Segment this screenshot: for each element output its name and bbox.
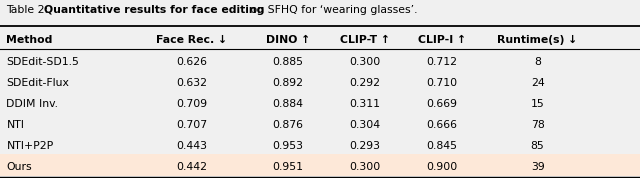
Text: NTI: NTI xyxy=(6,120,24,130)
Text: 0.669: 0.669 xyxy=(426,99,457,109)
Text: CLIP-I ↑: CLIP-I ↑ xyxy=(417,35,466,45)
Text: 0.304: 0.304 xyxy=(349,120,380,130)
Text: 0.292: 0.292 xyxy=(349,78,380,88)
Text: 78: 78 xyxy=(531,120,545,130)
Text: 0.884: 0.884 xyxy=(273,99,303,109)
Text: Table 2:: Table 2: xyxy=(6,5,52,15)
Text: 0.710: 0.710 xyxy=(426,78,457,88)
Text: 0.293: 0.293 xyxy=(349,141,380,151)
FancyBboxPatch shape xyxy=(0,154,640,176)
Text: DINO ↑: DINO ↑ xyxy=(266,35,310,45)
Text: 0.443: 0.443 xyxy=(177,141,207,151)
Text: 0.626: 0.626 xyxy=(177,57,207,67)
Text: 0.712: 0.712 xyxy=(426,57,457,67)
Text: 39: 39 xyxy=(531,162,545,172)
Text: DDIM Inv.: DDIM Inv. xyxy=(6,99,58,109)
Text: 0.885: 0.885 xyxy=(273,57,303,67)
Text: 0.892: 0.892 xyxy=(273,78,303,88)
Text: 0.845: 0.845 xyxy=(426,141,457,151)
Text: 0.442: 0.442 xyxy=(177,162,207,172)
Text: SDEdit-SD1.5: SDEdit-SD1.5 xyxy=(6,57,79,67)
Text: 0.876: 0.876 xyxy=(273,120,303,130)
Text: 0.300: 0.300 xyxy=(349,57,380,67)
Text: 0.953: 0.953 xyxy=(273,141,303,151)
Text: CLIP-T ↑: CLIP-T ↑ xyxy=(340,35,390,45)
Text: 0.666: 0.666 xyxy=(426,120,457,130)
Text: 0.300: 0.300 xyxy=(349,162,380,172)
Text: 0.311: 0.311 xyxy=(349,99,380,109)
Text: 15: 15 xyxy=(531,99,545,109)
Text: 24: 24 xyxy=(531,78,545,88)
Text: 0.707: 0.707 xyxy=(177,120,207,130)
Text: SDEdit-Flux: SDEdit-Flux xyxy=(6,78,69,88)
Text: 0.951: 0.951 xyxy=(273,162,303,172)
Text: Method: Method xyxy=(6,35,52,45)
Text: NTI+P2P: NTI+P2P xyxy=(6,141,54,151)
Text: Runtime(s) ↓: Runtime(s) ↓ xyxy=(497,35,578,45)
Text: 0.900: 0.900 xyxy=(426,162,457,172)
Text: 0.709: 0.709 xyxy=(177,99,207,109)
Text: 0.632: 0.632 xyxy=(177,78,207,88)
Text: Ours: Ours xyxy=(6,162,32,172)
Text: 85: 85 xyxy=(531,141,545,151)
Text: Quantitative results for face editing: Quantitative results for face editing xyxy=(44,5,264,15)
Text: 8: 8 xyxy=(534,57,541,67)
Text: on SFHQ for ‘wearing glasses’.: on SFHQ for ‘wearing glasses’. xyxy=(247,5,417,15)
Text: Face Rec. ↓: Face Rec. ↓ xyxy=(156,35,228,45)
